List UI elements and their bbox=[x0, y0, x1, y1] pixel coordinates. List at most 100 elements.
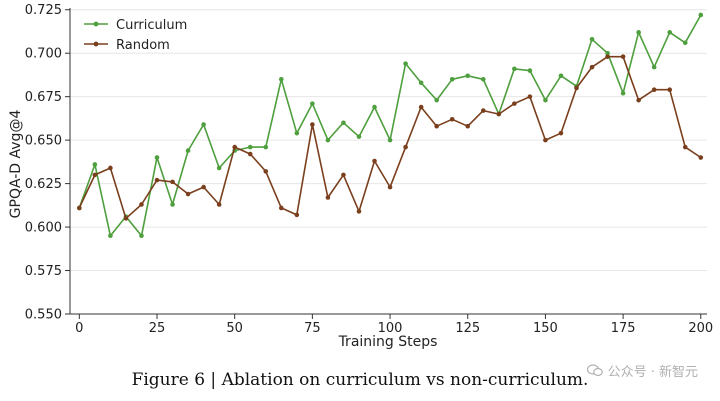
grid-lines bbox=[70, 9, 707, 315]
data-point-curriculum bbox=[434, 97, 439, 103]
y-tick-label-0: 0.550 bbox=[25, 308, 62, 323]
data-point-random bbox=[310, 122, 315, 127]
data-point-random bbox=[341, 172, 346, 178]
y-axis-label: GPQA-D Avg@4 bbox=[8, 110, 24, 219]
watermark-text: 公众号 · 新智元 bbox=[607, 365, 698, 380]
data-point-curriculum bbox=[387, 137, 393, 143]
data-point-curriculum bbox=[682, 40, 688, 46]
series-curriculum bbox=[77, 12, 704, 239]
data-point-random bbox=[698, 155, 704, 160]
data-point-random bbox=[512, 101, 517, 106]
data-point-curriculum bbox=[667, 30, 673, 35]
watermark: 公众号 · 新智元 bbox=[586, 361, 698, 380]
data-point-random bbox=[139, 202, 144, 207]
y-tick-label-3: 0.625 bbox=[25, 177, 62, 192]
data-point-curriculum bbox=[651, 64, 657, 70]
data-point-random bbox=[620, 54, 626, 59]
series bbox=[77, 12, 704, 239]
data-point-random bbox=[574, 85, 579, 91]
data-point-random bbox=[123, 216, 129, 221]
data-point-random bbox=[465, 123, 471, 129]
data-point-random bbox=[278, 205, 284, 211]
x-tick-label-3: 75 bbox=[304, 321, 321, 336]
data-point-curriculum bbox=[449, 76, 455, 82]
data-point-curriculum bbox=[294, 130, 300, 136]
data-point-random bbox=[589, 64, 595, 70]
data-point-curriculum bbox=[403, 61, 408, 66]
data-point-random bbox=[356, 209, 362, 214]
data-point-random bbox=[77, 205, 82, 211]
data-point-random bbox=[232, 144, 237, 150]
legend-label-random: Random bbox=[116, 38, 170, 53]
data-point-curriculum bbox=[356, 134, 362, 139]
data-point-curriculum bbox=[527, 68, 533, 73]
data-point-curriculum bbox=[589, 36, 595, 42]
data-point-random bbox=[185, 191, 191, 197]
data-point-random bbox=[543, 137, 548, 143]
legend-marker-random bbox=[93, 41, 99, 47]
data-point-curriculum bbox=[341, 120, 346, 126]
wechat-icon bbox=[586, 364, 603, 377]
data-point-random bbox=[247, 151, 253, 157]
legend-label-curriculum: Curriculum bbox=[116, 18, 187, 33]
data-point-random bbox=[682, 144, 688, 150]
data-point-random bbox=[605, 54, 610, 59]
axes bbox=[69, 8, 707, 315]
figure-caption: Figure 6 | Ablation on curriculum vs non… bbox=[131, 370, 589, 390]
y-tick-label-5: 0.675 bbox=[25, 90, 62, 105]
data-point-random bbox=[263, 169, 269, 174]
data-point-random bbox=[449, 116, 455, 122]
x-tick-label-5: 125 bbox=[455, 321, 480, 336]
data-point-random bbox=[92, 172, 98, 178]
y-tick-label-4: 0.650 bbox=[25, 134, 62, 149]
series-random bbox=[77, 54, 704, 221]
data-point-random bbox=[496, 111, 502, 117]
data-point-curriculum bbox=[418, 80, 424, 86]
legend-marker-curriculum bbox=[93, 21, 99, 27]
data-point-curriculum bbox=[185, 148, 191, 153]
data-point-curriculum bbox=[543, 97, 548, 103]
legend-item-random: Random bbox=[84, 38, 170, 53]
data-point-random bbox=[294, 212, 300, 218]
x-tick-label-8: 200 bbox=[688, 321, 713, 336]
data-point-curriculum bbox=[247, 144, 253, 150]
data-point-random bbox=[527, 94, 533, 99]
data-point-random bbox=[403, 144, 408, 150]
data-point-random bbox=[170, 179, 175, 185]
data-point-curriculum bbox=[108, 233, 113, 239]
legend-item-curriculum: Curriculum bbox=[84, 18, 187, 33]
data-point-random bbox=[325, 195, 331, 200]
data-point-curriculum bbox=[372, 104, 377, 110]
line-chart: 0 25 50 75 100 125 150 175 200 0.5500.5750.6000.… bbox=[8, 3, 713, 350]
data-point-random bbox=[558, 130, 564, 136]
data-point-random bbox=[216, 202, 222, 207]
x-tick-label-0: 0 bbox=[75, 321, 83, 336]
data-point-curriculum bbox=[698, 12, 704, 18]
data-point-curriculum bbox=[620, 90, 626, 96]
data-point-random bbox=[108, 165, 113, 171]
data-point-curriculum bbox=[278, 76, 284, 82]
legend: Curriculum Random bbox=[84, 18, 187, 53]
data-point-random bbox=[636, 97, 641, 103]
data-point-curriculum bbox=[636, 30, 641, 35]
data-point-random bbox=[434, 123, 439, 129]
x-tick-label-4: 100 bbox=[378, 321, 403, 336]
data-point-curriculum bbox=[558, 73, 564, 79]
data-point-random bbox=[201, 184, 206, 190]
data-point-curriculum bbox=[139, 233, 144, 239]
y-tick-label-2: 0.600 bbox=[25, 221, 62, 236]
data-point-curriculum bbox=[92, 162, 98, 167]
x-axis-label: Training Steps bbox=[338, 334, 438, 350]
data-point-random bbox=[651, 87, 657, 93]
x-tick-label-1: 25 bbox=[149, 321, 166, 336]
data-point-curriculum bbox=[480, 76, 486, 82]
data-point-curriculum bbox=[201, 122, 206, 127]
data-point-curriculum bbox=[465, 73, 471, 79]
data-point-curriculum bbox=[170, 202, 175, 207]
x-tick-label-2: 50 bbox=[226, 321, 243, 336]
data-point-random bbox=[480, 108, 486, 113]
data-point-curriculum bbox=[216, 165, 222, 171]
data-point-curriculum bbox=[512, 66, 517, 72]
data-point-random bbox=[387, 184, 393, 190]
x-tick-label-6: 150 bbox=[533, 321, 558, 336]
